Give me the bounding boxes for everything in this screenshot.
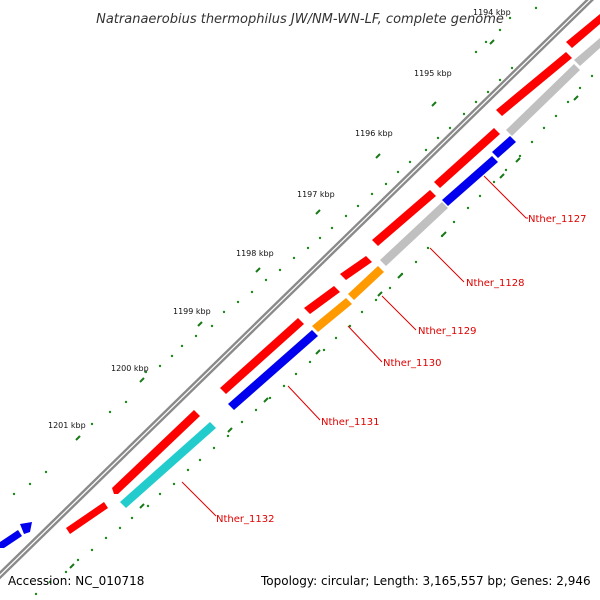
tick-label: 1195 kbp xyxy=(414,69,452,78)
tick-label: 1198 kbp xyxy=(236,249,274,258)
tick-label: 1196 kbp xyxy=(355,129,393,138)
tick-label: 1199 kbp xyxy=(173,307,211,316)
accession-text: Accession: NC_010718 xyxy=(8,574,145,588)
scale-ring-inner xyxy=(34,74,594,596)
gene-nther-1128-cds xyxy=(380,202,448,266)
forward-cds xyxy=(304,286,340,314)
forward-cds xyxy=(372,190,436,246)
gene-blue-cds xyxy=(20,522,32,534)
forward-cds xyxy=(566,14,600,48)
tick-label: 1200 kbp xyxy=(111,364,149,373)
tick-label: 1197 kbp xyxy=(297,190,335,199)
forward-cds xyxy=(340,256,372,280)
gene-label-nther-1127: Nther_1127 xyxy=(528,214,586,225)
gene-label-nther-1130: Nther_1130 xyxy=(383,358,441,369)
gene-label-nther-1131: Nther_1131 xyxy=(321,417,379,428)
forward-strand-track xyxy=(66,14,600,534)
scale-ring-outer xyxy=(12,6,538,496)
gene-blue-cds xyxy=(492,136,516,158)
gene-nther-1129-cds xyxy=(348,266,384,300)
forward-cds xyxy=(220,318,304,394)
gene-gray-cds xyxy=(574,38,600,66)
forward-cds xyxy=(434,128,500,188)
topology-text: Topology: circular; Length: 3,165,557 bp… xyxy=(261,574,591,588)
gene-label-nther-1132: Nther_1132 xyxy=(216,514,274,525)
tick-label: 1194 kbp xyxy=(473,8,511,17)
genome-backbone xyxy=(0,0,595,580)
gene-nther-1130-cds xyxy=(312,298,352,332)
forward-cds xyxy=(112,410,200,494)
gene-blue-cds xyxy=(0,530,22,548)
scale-ticks-inner xyxy=(69,95,579,569)
scale-ticks-outer xyxy=(75,39,495,441)
gene-nther-1127-cds xyxy=(442,156,498,206)
scale-labels: 1194 kbp 1195 kbp 1196 kbp 1197 kbp 1198… xyxy=(48,8,511,430)
gene-label-leaders xyxy=(181,175,528,517)
forward-cds xyxy=(66,502,108,534)
gene-nther-1131-cds xyxy=(228,330,318,410)
gene-nther-1132-cds xyxy=(120,422,216,508)
gene-labels: Nther_1127 Nther_1128 Nther_1129 Nther_1… xyxy=(216,214,586,525)
gene-label-nther-1128: Nther_1128 xyxy=(466,278,524,289)
forward-cds xyxy=(496,52,572,116)
map-title: Natranaerobius thermophilus JW/NM-WN-LF,… xyxy=(96,12,504,27)
gene-label-nther-1129: Nther_1129 xyxy=(418,326,476,337)
gene-gray-cds xyxy=(506,64,580,136)
reverse-strand-track xyxy=(0,38,600,548)
tick-label: 1201 kbp xyxy=(48,421,86,430)
